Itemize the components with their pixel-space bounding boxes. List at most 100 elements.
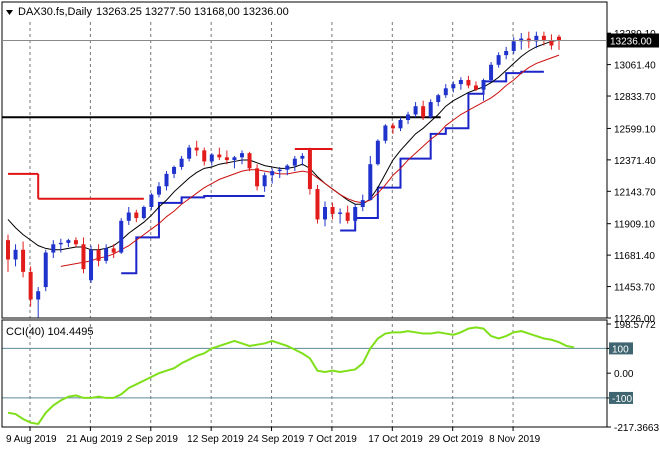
candle	[21, 241, 26, 278]
cci-axis: 198.5772 100 0.00 -100 -217.3663	[607, 320, 659, 434]
candle	[6, 234, 10, 272]
candle	[232, 155, 237, 169]
candle	[345, 205, 350, 224]
candle-body	[481, 79, 486, 90]
candle-body	[458, 79, 463, 85]
candle	[209, 153, 214, 166]
cci-tick-label: -217.3663	[614, 423, 659, 434]
candle-body	[443, 88, 448, 96]
candle-body	[504, 50, 509, 56]
candle-body	[172, 166, 177, 174]
support-line	[340, 70, 544, 232]
candle-body	[466, 79, 471, 86]
y-tick-label: 11453.70	[614, 283, 655, 294]
candle	[126, 207, 131, 225]
candle-body	[406, 114, 411, 121]
candle-body	[164, 173, 169, 187]
candle	[353, 204, 358, 225]
x-tick-label: 8 Nov 2019	[489, 434, 541, 445]
x-tick-label: 29 Oct 2019	[429, 434, 484, 445]
candle-body	[224, 157, 229, 161]
candle	[511, 37, 516, 54]
candle	[172, 165, 177, 179]
candle-body	[345, 212, 350, 221]
candle-body	[323, 207, 328, 220]
candle-body	[247, 153, 252, 169]
candle-body	[436, 95, 441, 103]
candle-body	[360, 200, 365, 207]
candle	[406, 111, 411, 125]
candle	[111, 244, 116, 259]
candle	[134, 209, 139, 223]
candle	[270, 168, 275, 184]
candle	[421, 100, 426, 121]
candle-body	[89, 249, 94, 281]
candle-body	[496, 55, 501, 65]
candle	[481, 78, 486, 101]
candle	[458, 77, 463, 90]
support-line	[121, 194, 265, 275]
candle	[428, 99, 433, 119]
candle	[375, 139, 380, 166]
candle	[149, 193, 154, 210]
candle-body	[21, 249, 26, 272]
y-tick-label: 11909.10	[614, 220, 655, 231]
collapse-triangle-icon[interactable]	[6, 10, 13, 15]
candle-body	[81, 244, 86, 270]
cci-level-label: -100	[612, 394, 632, 405]
candle-body	[179, 158, 184, 167]
candle	[549, 34, 554, 50]
candle-body	[28, 271, 33, 300]
candle-body	[111, 248, 116, 253]
candle	[217, 147, 222, 161]
x-tick-label: 21 Aug 2019	[66, 434, 123, 445]
x-tick-label: 2 Sep 2019	[127, 434, 179, 445]
candle	[315, 184, 320, 224]
candle-body	[217, 154, 222, 158]
cci-level-badge	[609, 391, 633, 404]
candle	[383, 124, 388, 144]
candle-body	[292, 158, 297, 166]
candle	[51, 240, 56, 259]
candle	[390, 122, 395, 134]
candle-body	[156, 186, 161, 195]
candle-body	[51, 244, 56, 253]
candle	[239, 150, 244, 165]
candle-body	[119, 220, 124, 253]
candle-body	[534, 35, 539, 42]
candle	[43, 249, 48, 292]
cci-line	[7, 326, 575, 426]
candle-body	[149, 194, 154, 207]
candle	[323, 201, 328, 227]
candle	[13, 244, 18, 267]
y-tick-label: 11681.40	[614, 251, 655, 262]
candle-body	[66, 240, 71, 243]
candle	[262, 172, 267, 192]
candle	[156, 182, 161, 198]
candle-body	[557, 36, 561, 41]
cci-indicator	[2, 326, 607, 426]
y-tick-label: 12371.40	[614, 156, 656, 167]
sma-fast-line	[7, 39, 560, 251]
candle	[36, 287, 41, 318]
time-axis: 9 Aug 2019 21 Aug 2019 2 Sep 2019 12 Sep 20…	[6, 427, 541, 445]
cci-level-label: 100	[612, 344, 629, 355]
candle	[28, 266, 33, 307]
candle	[526, 31, 531, 49]
candle	[330, 202, 335, 220]
candle	[89, 245, 94, 283]
price-badge	[607, 33, 659, 48]
candle	[489, 62, 494, 82]
candle	[194, 140, 199, 156]
candle-body	[262, 175, 267, 187]
candle	[96, 244, 101, 267]
candle-body	[285, 165, 290, 170]
candle-body	[300, 155, 305, 159]
resistance-levels	[8, 148, 333, 200]
candle-body	[541, 35, 546, 40]
cci-grid	[29, 324, 514, 427]
candle-body	[202, 150, 207, 162]
candle-body	[13, 249, 18, 260]
candle-body	[428, 102, 433, 118]
cci-tick-label: 198.5772	[614, 320, 656, 331]
